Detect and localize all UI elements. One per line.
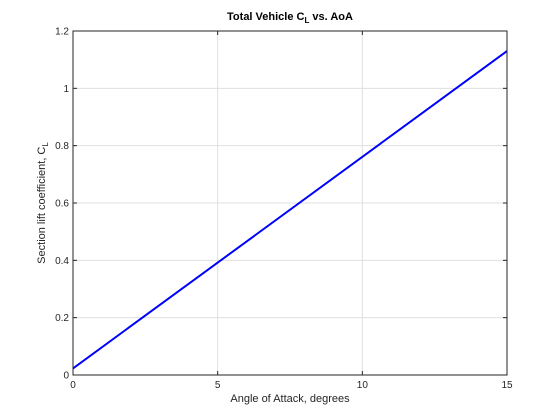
series-line: [72, 50, 508, 370]
x-tick-label: 0: [70, 380, 76, 391]
y-tick-label: 1.2: [55, 27, 69, 38]
series-layer: [72, 50, 508, 370]
y-tick-label: 1: [63, 84, 69, 95]
y-tick-label: 0.2: [55, 313, 69, 324]
y-tick-label: 0.4: [55, 256, 69, 267]
y-tick-label: 0.6: [55, 199, 69, 210]
x-axis-label: Angle of Attack, degrees: [230, 393, 350, 405]
grid: [73, 31, 507, 375]
chart-title: Total Vehicle CL vs. AoA: [227, 11, 353, 25]
ticks: 0 5 10 15 0 0.2 0.4 0.6 0.8 1 1.2: [55, 27, 513, 392]
x-tick-label: 10: [357, 380, 369, 391]
x-tick-label: 15: [501, 380, 513, 391]
y-tick-label: 0: [63, 371, 69, 382]
x-tick-label: 5: [215, 380, 221, 391]
y-tick-label: 0.8: [55, 141, 69, 152]
y-axis-label: Section lift coefficient, CL: [36, 142, 50, 264]
